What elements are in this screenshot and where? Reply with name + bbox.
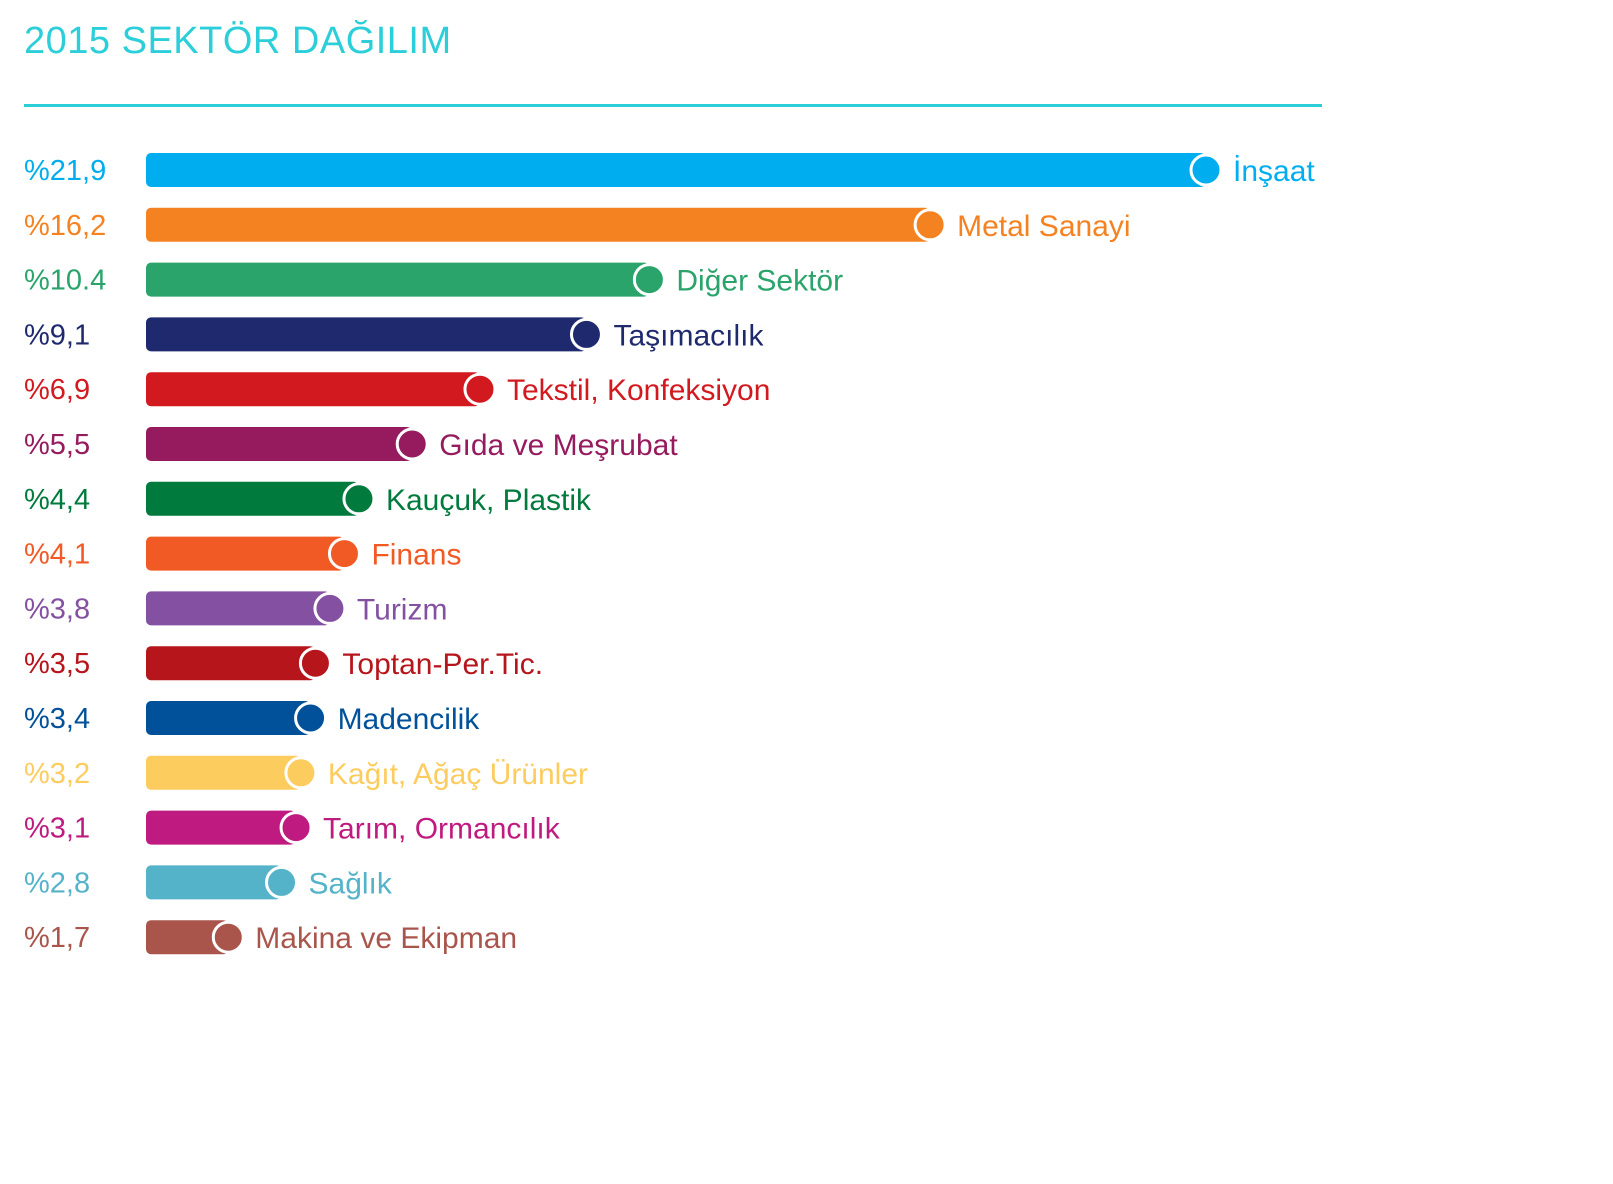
bar-category-label: Kağıt, Ağaç Ürünler xyxy=(328,758,588,791)
bar-category-label: Turizm xyxy=(357,593,448,626)
bar-value-label: %3,2 xyxy=(24,758,90,790)
bar-category-label: Metal Sanayi xyxy=(957,210,1130,243)
bar-value-label: %2,8 xyxy=(24,867,90,899)
bar-row: %2,8 Sağlık xyxy=(24,865,393,900)
bar xyxy=(146,536,345,571)
bar-value-label: %3,5 xyxy=(24,648,90,680)
bar-category-label: Tekstil, Konfeksiyon xyxy=(507,374,770,407)
bar-row: %21,9 İnşaat xyxy=(24,153,1315,188)
bar-category-label: Gıda ve Meşrubat xyxy=(439,429,678,462)
bar-row: %6,9 Tekstil, Konfeksiyon xyxy=(24,372,770,407)
bar xyxy=(146,372,480,407)
bar-value-label: %3,8 xyxy=(24,593,90,625)
bar-row: %16,2 Metal Sanayi xyxy=(24,207,1131,243)
bar xyxy=(146,646,316,681)
bar-category-label: İnşaat xyxy=(1233,155,1315,188)
bar xyxy=(146,920,229,955)
bar-end-marker xyxy=(313,591,347,625)
bar-end-marker xyxy=(298,646,332,680)
title-divider xyxy=(24,104,1322,107)
bar-end-marker xyxy=(632,263,666,297)
bar xyxy=(146,317,587,352)
bar-row: %10.4 Diğer Sektör xyxy=(24,262,843,298)
bar xyxy=(146,427,413,461)
bar-row: %1,7 Makina ve Ekipman xyxy=(24,920,517,955)
bar-end-marker xyxy=(569,317,603,351)
bar-category-label: Tarım, Ormancılık xyxy=(323,813,561,846)
bar-value-label: %4,1 xyxy=(24,539,90,571)
bar-row: %3,5 Toptan-Per.Tic. xyxy=(24,646,543,681)
bar-category-label: Toptan-Per.Tic. xyxy=(342,648,543,681)
bar-end-marker xyxy=(327,537,361,571)
bar xyxy=(146,701,311,735)
bar-end-marker xyxy=(395,427,429,461)
bar-category-label: Diğer Sektör xyxy=(676,265,843,298)
bar-row: %3,8 Turizm xyxy=(24,591,447,626)
bar-value-label: %3,1 xyxy=(24,813,90,845)
bar-category-label: Sağlık xyxy=(309,867,393,900)
bar-end-marker xyxy=(284,756,318,790)
bar-end-marker xyxy=(342,482,376,516)
bar-end-marker xyxy=(913,208,947,242)
bar xyxy=(146,865,282,900)
bar-category-label: Makina ve Ekipman xyxy=(255,922,517,955)
bar xyxy=(146,262,650,297)
bar-category-label: Finans xyxy=(371,539,461,572)
bar-value-label: %9,1 xyxy=(24,319,90,351)
bar-end-marker xyxy=(211,920,245,954)
chart-title: 2015 SEKTÖR DAĞILIM xyxy=(24,20,452,62)
bar-value-label: %5,5 xyxy=(24,429,90,461)
bar-end-marker xyxy=(265,865,299,899)
bar xyxy=(146,153,1206,187)
bar-row: %3,2 Kağıt, Ağaç Ürünler xyxy=(24,755,588,791)
bar-value-label: %4,4 xyxy=(24,484,90,516)
bar-value-label: %21,9 xyxy=(24,155,106,187)
bar-row: %9,1 Taşımacılık xyxy=(24,317,764,352)
bar xyxy=(146,755,301,790)
bar-end-marker xyxy=(279,811,313,845)
bar-row: %5,5 Gıda ve Meşrubat xyxy=(24,427,678,462)
bar xyxy=(146,810,297,845)
bar-value-label: %1,7 xyxy=(24,922,90,954)
bar-value-label: %3,4 xyxy=(24,703,90,735)
bar-end-marker xyxy=(463,372,497,406)
bar xyxy=(146,207,931,242)
bar-value-label: %6,9 xyxy=(24,374,90,406)
bar-value-label: %10.4 xyxy=(24,265,106,297)
bar-row: %3,1 Tarım, Ormancılık xyxy=(24,810,561,846)
bar xyxy=(146,591,330,626)
bar-category-label: Madencilik xyxy=(338,703,481,736)
bar-category-label: Taşımacılık xyxy=(613,319,764,352)
bar-row: %4,4 Kauçuk, Plastik xyxy=(24,481,592,517)
bar-row: %3,4 Madencilik xyxy=(24,701,480,736)
bar-row: %4,1 Finans xyxy=(24,536,461,572)
bar-end-marker xyxy=(1189,153,1223,187)
bar xyxy=(146,481,359,516)
bar-value-label: %16,2 xyxy=(24,210,106,242)
bar-end-marker xyxy=(294,701,328,735)
bar-category-label: Kauçuk, Plastik xyxy=(386,484,592,517)
